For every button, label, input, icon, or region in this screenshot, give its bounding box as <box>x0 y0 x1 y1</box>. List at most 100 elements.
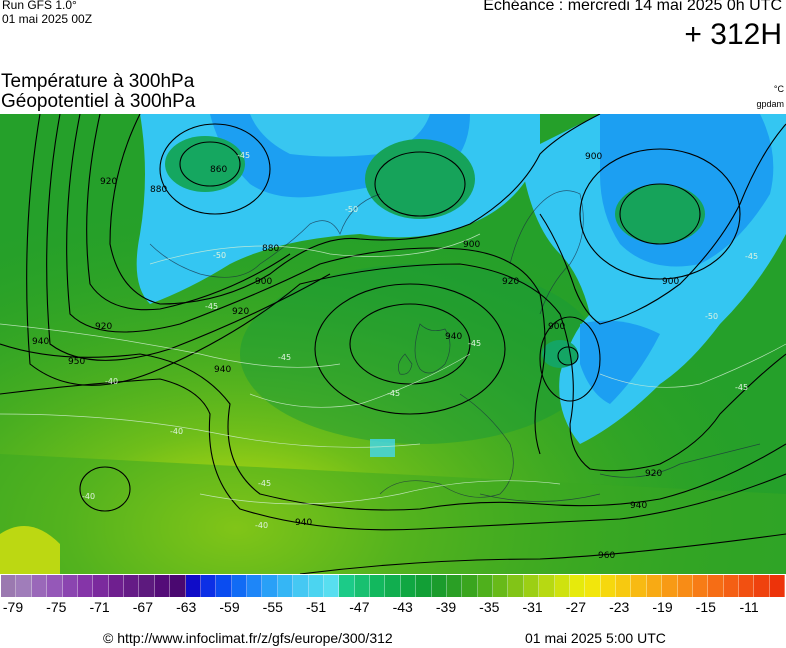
isotherm-label: -50 <box>213 251 226 260</box>
isotherm-label: -45 <box>468 339 481 348</box>
colorbar-swatch <box>1 575 17 597</box>
colorbar-swatch <box>231 575 247 597</box>
coastlines <box>149 190 761 502</box>
colorbar-swatch <box>539 575 555 597</box>
colorbar-tick-label: -11 <box>739 599 759 615</box>
contour-label: 920 <box>100 177 117 187</box>
colorbar-swatch <box>446 575 463 597</box>
colorbar-swatch <box>662 575 678 597</box>
colorbar-swatch <box>293 575 309 597</box>
contour-label: 900 <box>463 240 480 250</box>
colorbar-tick-label: -79 <box>2 599 24 615</box>
contour-label: 940 <box>445 332 462 342</box>
isotherm-label: -40 <box>82 492 95 501</box>
warm-region-south <box>0 454 786 574</box>
contour-label: 900 <box>255 277 272 287</box>
colorbar-tick-label: -39 <box>435 599 457 615</box>
colorbar-swatch <box>739 575 755 597</box>
contour-label: 900 <box>662 277 679 287</box>
colorbar-swatch <box>93 575 109 597</box>
source-url: © http://www.infoclimat.fr/z/gfs/europe/… <box>103 630 393 646</box>
forecast-valid-time: Echéance : mercredi 14 mai 2025 0h UTC <box>483 0 782 14</box>
isotherm-label: -50 <box>345 205 358 214</box>
colorbar-tick-label: -19 <box>652 599 673 615</box>
contour-label: 900 <box>585 152 602 162</box>
colorbar-swatch <box>154 575 171 597</box>
isotherm-label: -45 <box>745 252 758 261</box>
contour-label: 940 <box>630 501 647 511</box>
colorbar-swatch <box>124 575 140 597</box>
forecast-map: 860 880 880 900 900 900 900 900 920 920 … <box>0 114 786 574</box>
run-date: 01 mai 2025 00Z <box>2 12 93 26</box>
colorbar-tick-label: -31 <box>522 599 543 615</box>
colorbar-ticks: -79 -75 -71 -67 -63 -59 -55 -51 -47 -43 -39 -35 -31 -… <box>0 599 786 619</box>
colorbar-swatch <box>692 575 709 597</box>
contour-label: 960 <box>598 551 615 561</box>
colorbar-swatch <box>323 575 340 597</box>
colorbar-tick-label: -23 <box>609 599 630 615</box>
contour-label: 880 <box>262 244 279 254</box>
contour-label: 940 <box>214 365 231 375</box>
contour-label: 940 <box>295 518 312 528</box>
colorbar-swatch <box>277 575 294 597</box>
colorbar-swatch <box>708 575 724 597</box>
isotherm-label: -45 <box>237 151 250 160</box>
contour-label: 920 <box>645 469 662 479</box>
warm-region-southwest <box>0 526 60 574</box>
trough-shade <box>240 264 600 444</box>
colorbar-swatch <box>62 575 78 597</box>
colorbar-tick-label: -27 <box>565 599 587 615</box>
colorbar-tick-label: -47 <box>349 599 370 615</box>
contour-label: 950 <box>68 357 85 367</box>
contour-label: 940 <box>32 337 49 347</box>
colorbar-swatch <box>616 575 632 597</box>
colorbar-swatch <box>47 575 63 597</box>
colorbar-swatch <box>370 575 386 597</box>
colorbar-swatch <box>646 575 663 597</box>
colorbar-swatch <box>569 575 586 597</box>
forecast-lead-time: + 312H <box>684 18 782 51</box>
colorbar-swatch <box>462 575 478 597</box>
colorbar-swatch <box>108 575 124 597</box>
colorbar-swatch <box>554 575 570 597</box>
colorbar-swatch <box>339 575 355 597</box>
colorbar-swatch <box>677 575 693 597</box>
colorbar-tick-label: -67 <box>132 599 154 615</box>
geopotential-unit: gpdam <box>756 99 784 109</box>
isotherm-label: -40 <box>105 377 118 386</box>
colorbar-swatch <box>200 575 217 597</box>
colorbar-swatch <box>400 575 417 597</box>
issued-timestamp: 01 mai 2025 5:00 UTC <box>525 630 666 646</box>
colorbar-swatch <box>216 575 232 597</box>
colorbar-tick-label: -15 <box>695 599 716 615</box>
colorbar-swatch <box>493 575 509 597</box>
colorbar-swatch <box>16 575 32 597</box>
colorbar-swatch <box>247 575 263 597</box>
contour-label: 920 <box>95 322 112 332</box>
colorbar-swatch <box>77 575 94 597</box>
colorbar-swatch <box>631 575 647 597</box>
temperature-isotherms <box>0 233 786 505</box>
isotherm-label: -45 <box>278 353 291 362</box>
colorbar-swatch <box>262 575 278 597</box>
contour-label: 900 <box>548 322 565 332</box>
isotherm-label: -40 <box>255 521 268 530</box>
colorbar-tick-label: -71 <box>89 599 110 615</box>
isotherm-label: -50 <box>705 312 718 321</box>
colorbar-swatch <box>385 575 401 597</box>
isotherm-label: -45 <box>735 383 748 392</box>
colorbar-tick-label: -55 <box>262 599 283 615</box>
colorbar-swatch <box>31 575 48 597</box>
temperature-labels: -45 -45 -45 -45 -45 -45 -45 -45 -50 -50 … <box>82 151 758 530</box>
colorbar-tick-label: -35 <box>479 599 500 615</box>
colorbar-swatch <box>769 575 786 597</box>
colorbar-tick-label: -59 <box>219 599 240 615</box>
colorbar-swatch <box>585 575 601 597</box>
temperature-colorbar <box>1 575 786 597</box>
colorbar-swatch <box>754 575 770 597</box>
isotherm-label: -45 <box>205 302 218 311</box>
run-model-label: Run GFS 1.0° <box>2 0 77 12</box>
colorbar-swatch <box>308 575 324 597</box>
colorbar-swatch <box>477 575 493 597</box>
colorbar-swatch <box>139 575 155 597</box>
